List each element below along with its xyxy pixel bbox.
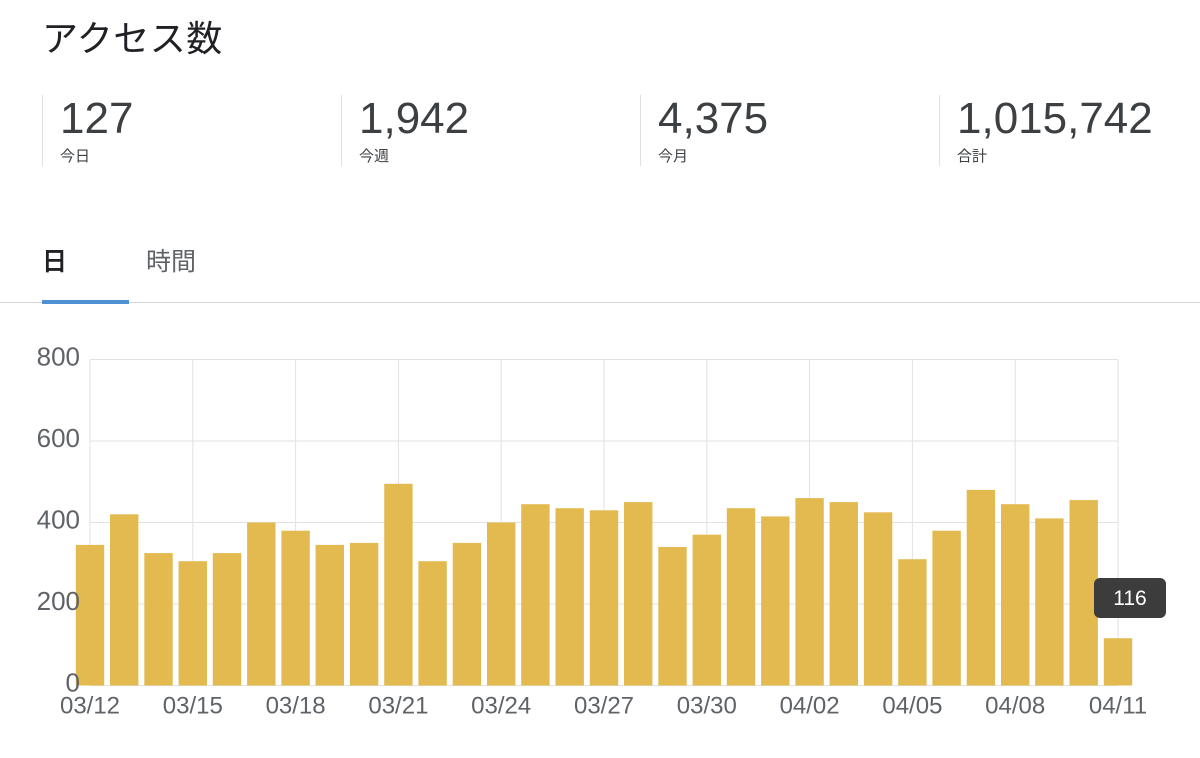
svg-text:03/12: 03/12 (60, 693, 120, 720)
svg-text:03/24: 03/24 (471, 693, 531, 720)
svg-text:800: 800 (37, 342, 80, 372)
svg-text:116: 116 (1113, 587, 1146, 610)
svg-text:04/11: 04/11 (1089, 693, 1147, 720)
svg-text:04/05: 04/05 (882, 693, 942, 720)
svg-text:04/08: 04/08 (985, 693, 1045, 720)
svg-text:03/21: 03/21 (368, 693, 428, 720)
svg-text:04/02: 04/02 (780, 693, 840, 720)
svg-text:03/15: 03/15 (163, 693, 223, 720)
svg-text:600: 600 (37, 423, 80, 453)
svg-text:03/30: 03/30 (677, 693, 737, 720)
svg-text:03/18: 03/18 (266, 693, 326, 720)
svg-text:200: 200 (37, 586, 80, 616)
svg-text:03/27: 03/27 (574, 693, 634, 720)
svg-text:400: 400 (37, 505, 80, 535)
